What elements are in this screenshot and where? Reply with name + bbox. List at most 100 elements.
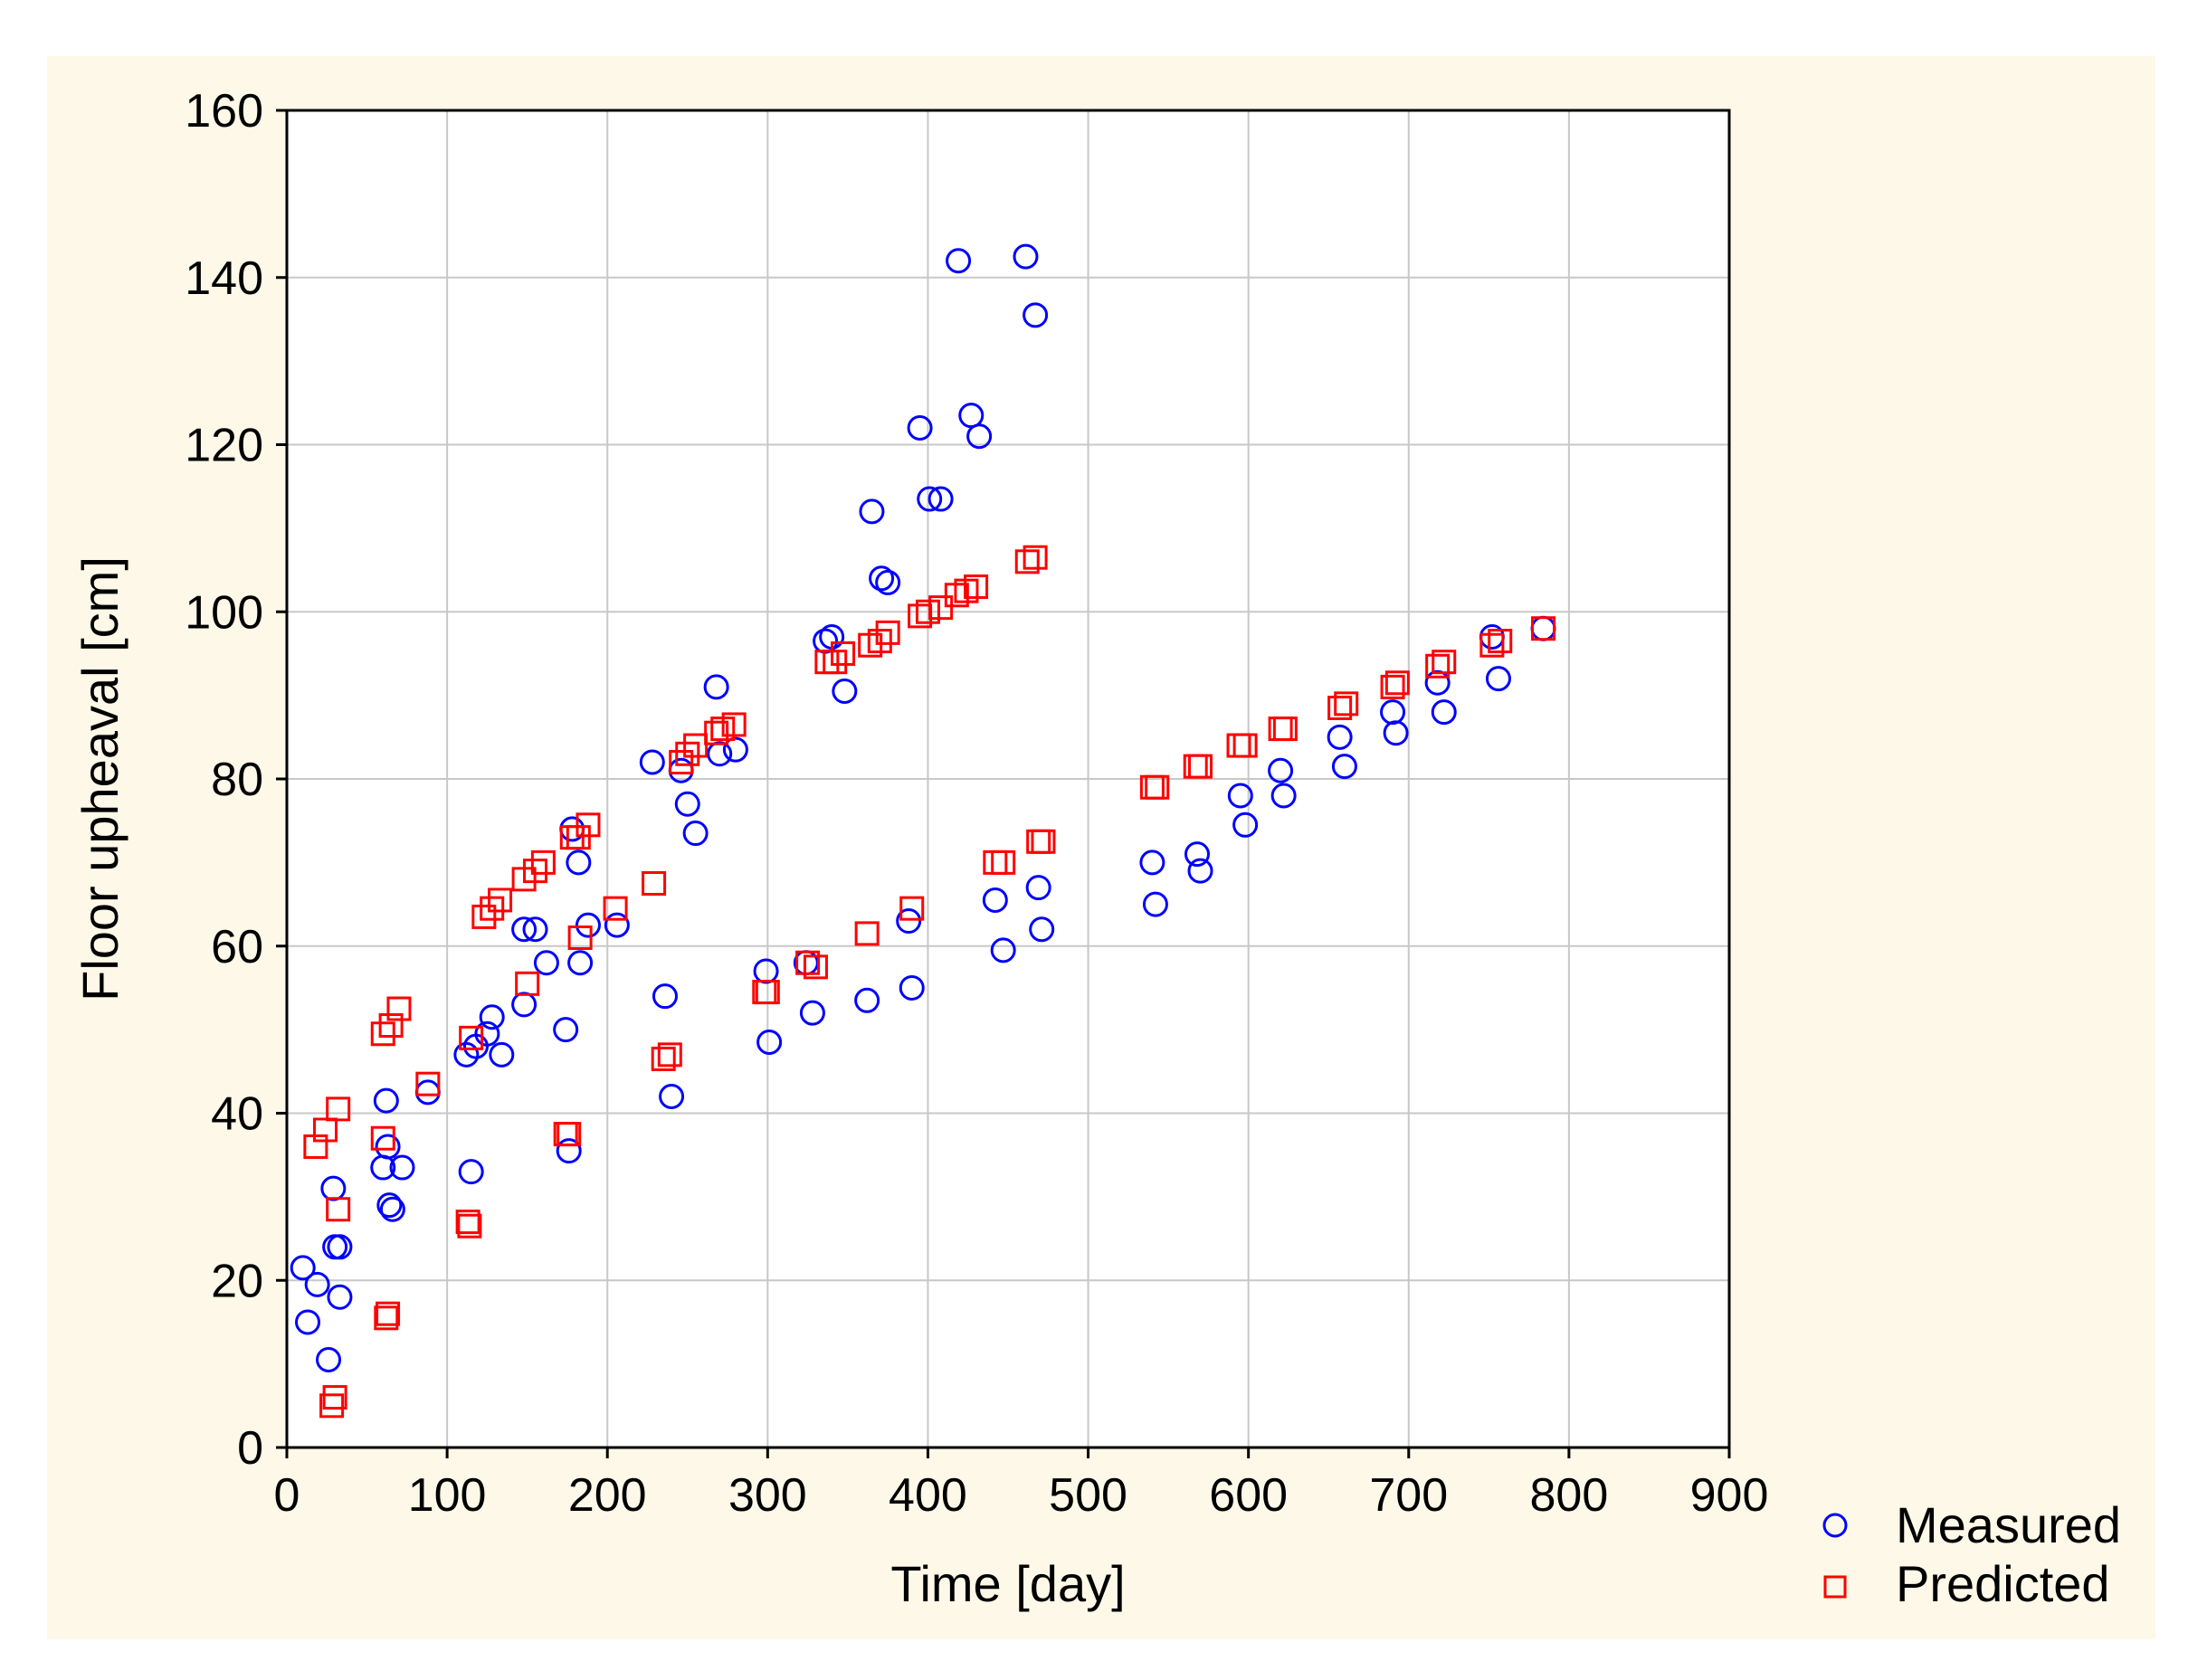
legend-measured-marker [1822,1513,1848,1538]
x-tick-label: 900 [1690,1469,1769,1522]
measured-series [290,243,1556,1373]
x-axis-title: Time [day] [890,1555,1125,1612]
legend-measured-label: Measured [1896,1496,2121,1553]
measured-point [917,486,943,512]
predicted-point [875,620,900,645]
measured-point [756,1029,783,1055]
predicted-point [704,720,729,745]
measured-point [982,887,1008,913]
predicted-point [530,849,556,875]
y-tick-label: 60 [211,921,263,973]
measured-point [907,415,933,441]
measured-point [1025,875,1051,901]
measured-point [1232,812,1259,838]
measured-point [703,674,729,700]
predicted-point [795,950,821,975]
measured-point [1139,849,1165,876]
predicted-point [370,1125,395,1151]
measured-point [682,821,709,847]
predicted-point [657,1042,682,1068]
measured-point [1187,858,1213,884]
predicted-point [376,1301,401,1326]
measured-point [869,565,895,592]
predicted-point [831,641,856,666]
predicted-point [642,870,667,896]
measured-point [1029,916,1055,943]
predicted-point [1479,632,1505,658]
axis-ticks: 0 100 200 300 400 500 600 700 800 900 0 20 40 60 80 100… [185,85,1768,1522]
x-tick-label: 700 [1369,1469,1448,1522]
measured-point [899,974,925,1001]
measured-point [928,486,954,512]
predicted-point [488,887,513,913]
measured-point [553,1017,579,1043]
predicted-point [523,859,548,884]
measured-point [859,498,885,525]
predicted-point [319,1393,345,1419]
measured-point [522,916,548,943]
x-tick-label: 200 [568,1469,647,1522]
predicted-point [991,849,1016,875]
predicted-point [326,1197,351,1222]
predicted-point [1380,674,1405,699]
predicted-point [480,896,505,921]
legend-predicted-marker [1823,1575,1847,1599]
measured-point [1331,754,1357,780]
measured-point [316,1347,342,1373]
predicted-point [964,574,989,600]
measured-point [1184,841,1210,868]
predicted-point [459,1025,484,1050]
measured-point [946,248,972,274]
y-tick-label: 100 [185,586,263,639]
measured-point [1327,724,1353,750]
predicted-point [1232,733,1258,758]
predicted-point [415,1071,441,1096]
predicted-point [1334,691,1359,717]
measured-point [575,912,601,938]
predicted-point [1432,650,1457,675]
measured-point [639,749,665,775]
predicted-point [854,921,880,946]
measured-point [1485,666,1511,692]
y-tick-label: 0 [237,1422,263,1475]
measured-point [674,791,700,817]
predicted-point [557,1122,582,1147]
x-tick-label: 600 [1209,1469,1288,1522]
predicted-point [928,595,954,621]
predicted-point [313,1117,338,1143]
predicted-point [915,599,940,624]
measured-point [327,1234,353,1260]
measured-point [567,950,594,976]
measured-point [304,1271,330,1297]
legend: Measured Predicted [1822,1496,2121,1612]
measured-point [604,912,630,938]
predicted-point [1327,695,1353,720]
predicted-point [721,712,747,737]
predicted-point [374,1305,399,1331]
x-tick-label: 500 [1049,1469,1127,1522]
measured-point [990,937,1016,963]
predicted-point [515,971,540,996]
predicted-point [675,741,700,766]
predicted-point [899,896,925,921]
x-tick-label: 300 [728,1469,807,1522]
predicted-point [567,925,593,951]
measured-point [479,1004,505,1030]
predicted-point [669,750,694,775]
predicted-point [755,980,780,1005]
y-tick-label: 80 [211,754,263,806]
predicted-series [303,545,1556,1419]
measured-point [375,1134,401,1160]
measured-point [1013,243,1039,270]
measured-point [373,1087,399,1114]
y-tick-label: 20 [211,1255,263,1307]
measured-point [556,1138,582,1164]
measured-point [290,1255,316,1281]
predicted-point [683,733,709,758]
measured-point [389,1154,415,1181]
y-tick-label: 140 [185,252,263,305]
measured-point [511,916,537,943]
predicted-point [1488,629,1513,654]
measured-point [1227,783,1253,809]
